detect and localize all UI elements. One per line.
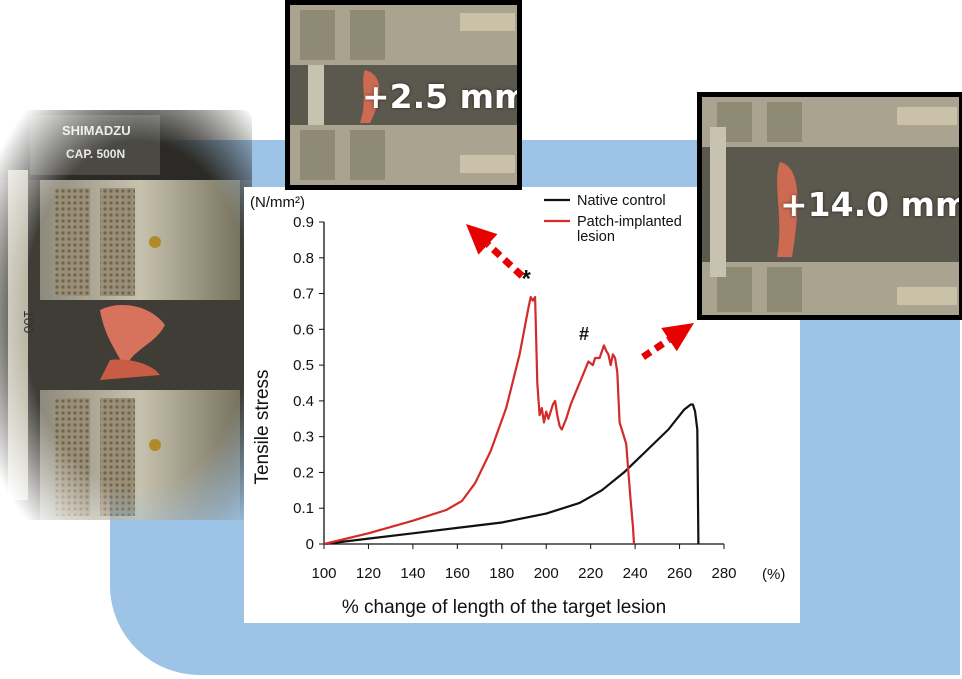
x-tick-label: 220 <box>578 565 603 582</box>
y-tick-label: 0.4 <box>293 393 314 410</box>
x-tick-label: 140 <box>400 565 425 582</box>
short-extension-label: +2.5 mm <box>362 77 522 116</box>
x-unit-label: (%) <box>762 566 785 583</box>
annotations: *# <box>522 265 589 344</box>
capacity-text: CAP. 500N <box>66 147 125 161</box>
x-axis-title: % change of length of the target lesion <box>342 597 666 618</box>
y-tick-label: 0.8 <box>293 250 314 267</box>
annotation-marker: # <box>579 324 589 344</box>
x-tick-label: 240 <box>623 565 648 582</box>
ruler-text: 100 <box>21 310 37 334</box>
annotation-marker: * <box>522 265 532 292</box>
x-tick-label: 200 <box>534 565 559 582</box>
testing-machine-photo: SHIMADZU CAP. 500N 100 <box>0 110 252 520</box>
x-tick-label: 180 <box>489 565 514 582</box>
axes <box>323 222 724 545</box>
legend-label: Native control <box>577 193 666 209</box>
inset-short-extension-photo: +2.5 mm <box>285 0 522 190</box>
legend-label-cont: lesion <box>577 229 615 245</box>
legend-label: Patch-implanted <box>577 214 682 230</box>
y-tick-label: 0.7 <box>293 286 314 303</box>
x-tick-label: 160 <box>445 565 470 582</box>
y-tick-label: 0.2 <box>293 464 314 481</box>
tensile-stress-chart: (N/mm²) Tensile stress % change of lengt… <box>250 193 785 618</box>
y-tick-label: 0.1 <box>293 500 314 517</box>
y-tick-label: 0.3 <box>293 429 314 446</box>
y-tick-label: 0 <box>306 536 314 553</box>
x-tick-label: 260 <box>667 565 692 582</box>
long-extension-label: +14.0 mm <box>780 185 962 224</box>
series-line-native-control <box>323 403 700 546</box>
x-tick-label: 280 <box>711 565 736 582</box>
y-tick-label: 0.5 <box>293 357 314 374</box>
y-tick-label: 0.6 <box>293 321 314 338</box>
ticks: 100 120 140 160 180 200 220 240 260 280 0 0.1 0.2 0.3… <box>293 214 736 582</box>
y-tick-label: 0.9 <box>293 214 314 231</box>
series-line-patch-implanted <box>323 296 636 546</box>
y-axis-title: Tensile stress <box>252 369 273 484</box>
inset-long-extension-photo: +14.0 mm <box>697 92 962 320</box>
brand-text: SHIMADZU <box>62 123 131 138</box>
y-unit-label: (N/mm²) <box>250 194 305 211</box>
series-lines <box>323 296 700 546</box>
x-tick-label: 120 <box>356 565 381 582</box>
x-tick-label: 100 <box>311 565 336 582</box>
